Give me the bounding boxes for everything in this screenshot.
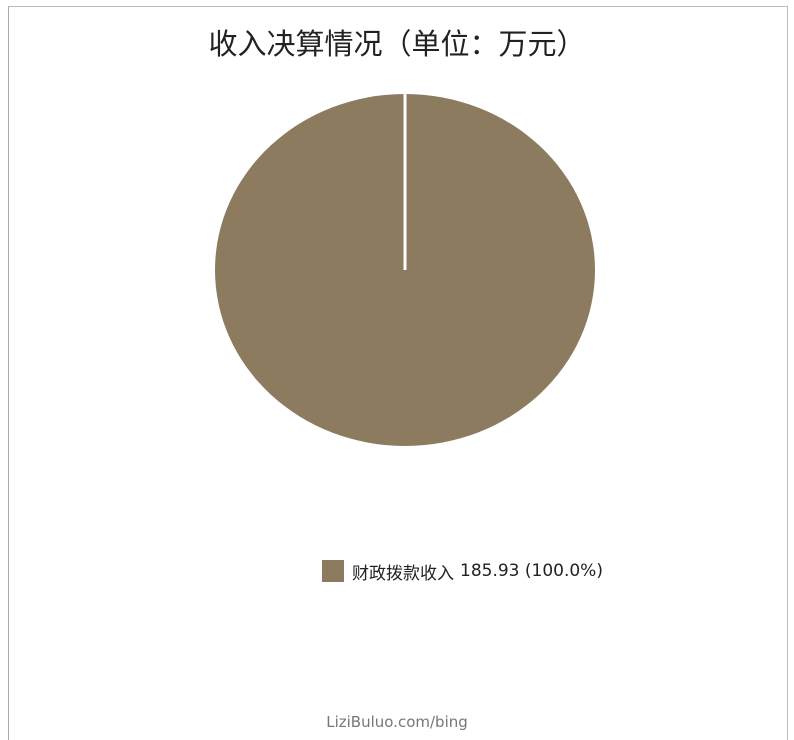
legend: 财政拨款收入 185.93 (100.0%) bbox=[322, 558, 603, 584]
legend-label: 财政拨款收入 bbox=[352, 563, 454, 584]
legend-value: 185.93 (100.0%) bbox=[460, 561, 603, 581]
pie-slices bbox=[215, 93, 595, 446]
chart-title: 收入决算情况（单位：万元） bbox=[208, 27, 586, 61]
watermark: LiziBuluo.com/bing bbox=[326, 713, 468, 731]
legend-swatch bbox=[322, 560, 344, 582]
